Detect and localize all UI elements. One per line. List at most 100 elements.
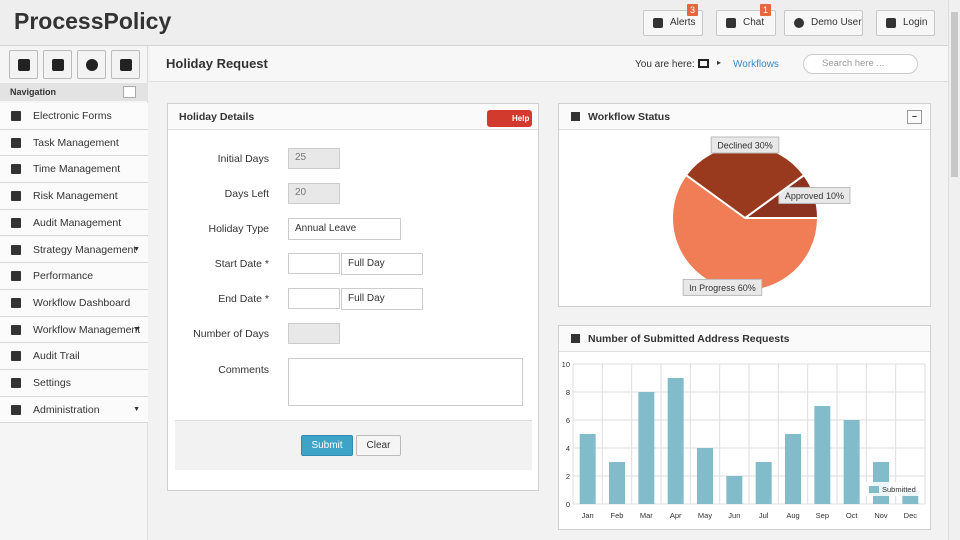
caret: ▼	[133, 245, 140, 253]
field-label: Start Date *	[214, 258, 269, 270]
field-label: End Date *	[218, 293, 269, 305]
legend-box	[866, 482, 923, 496]
x-tick-label: Dec	[904, 511, 918, 520]
x-tick-label: Mar	[640, 511, 653, 520]
nav-item[interactable]: Task Management	[0, 129, 148, 157]
caret: ▼	[133, 405, 140, 413]
nav-item[interactable]: Settings	[0, 370, 148, 397]
bar	[609, 462, 625, 504]
label-box	[682, 278, 763, 296]
textarea[interactable]	[288, 358, 523, 406]
nav-item[interactable]: Time Management	[0, 156, 148, 184]
input[interactable]	[288, 323, 340, 344]
search-box[interactable]: Search here ...	[803, 54, 918, 74]
nav-label: Workflow Management	[33, 323, 141, 336]
nav-icon	[11, 217, 21, 228]
label-text: In Progress 60%	[689, 283, 756, 293]
input[interactable]	[288, 253, 340, 274]
field-label: Comments	[218, 364, 269, 376]
tool-button[interactable]	[77, 50, 106, 79]
nav-item[interactable]: Electronic Forms	[0, 103, 148, 130]
caret: ▼	[133, 325, 140, 333]
select[interactable]: Full Day	[341, 288, 423, 310]
button-label: Demo User	[811, 17, 862, 28]
label-category: Declined	[717, 141, 752, 151]
page-title: Holiday Request	[166, 56, 268, 71]
y-tick-label: 6	[566, 416, 570, 425]
y-tick-label: 4	[566, 444, 570, 453]
panel-title: Holiday Details	[179, 111, 255, 123]
breadcrumb-link[interactable]: Workflows	[733, 59, 779, 70]
x-tick-label: Sep	[816, 511, 829, 520]
nav-icon	[11, 297, 21, 308]
legend-swatch	[869, 486, 879, 493]
nav-label: Electronic Forms	[33, 110, 112, 122]
user-button[interactable]: Demo User	[784, 10, 863, 36]
nav-label: Settings	[33, 377, 71, 389]
bar-panel: Number of Submitted Address Requests	[558, 325, 931, 530]
nav-item[interactable]: Audit Trail	[0, 343, 148, 370]
input[interactable]: 20	[288, 183, 340, 204]
nav-item[interactable]: Administration ▼	[0, 396, 148, 424]
bar	[638, 392, 655, 504]
nav-label: Audit Management	[33, 216, 122, 229]
label-text: Approved 10%	[785, 191, 844, 201]
label-category: In Progress	[689, 283, 736, 293]
x-tick-label: Aug	[786, 511, 799, 520]
submit-button[interactable]: Submit	[301, 435, 353, 456]
scrollbar[interactable]	[948, 0, 960, 540]
nav-icon	[11, 378, 21, 388]
nav-item[interactable]: Risk Management	[0, 183, 148, 210]
header: ProcessPolicy Alerts 3 Chat 1 Demo User Lo…	[0, 0, 948, 46]
nav-item[interactable]: Audit Management	[0, 209, 148, 237]
nav-icon	[11, 271, 21, 282]
bar	[785, 434, 801, 504]
pie-label: Approved 10%	[778, 186, 851, 204]
alerts-button[interactable]: Alerts 3	[643, 4, 703, 36]
label-box	[778, 186, 851, 204]
field-label: Days Left	[224, 188, 269, 200]
chart-icon	[571, 112, 580, 121]
y-tick-label: 10	[562, 360, 570, 369]
sidebar: Navigation Electronic Forms Task Manageme…	[0, 46, 148, 540]
nav-icon	[11, 324, 21, 335]
collapse-button[interactable]: –	[907, 110, 922, 124]
nav-label: Task Management	[33, 136, 119, 149]
tool-button[interactable]	[9, 50, 38, 79]
nav-item[interactable]: Strategy Management ▼	[0, 236, 148, 264]
button-label: Chat	[743, 17, 765, 28]
panel-title: Number of Submitted Address Requests	[588, 333, 790, 345]
input[interactable]	[288, 288, 340, 309]
nav-icon	[11, 111, 21, 121]
y-tick-label: 2	[566, 472, 570, 481]
nav-item[interactable]: Performance	[0, 263, 148, 290]
tool-button[interactable]	[43, 50, 72, 79]
field-label: Number of Days	[193, 328, 269, 340]
nav-label: Performance	[33, 270, 94, 283]
panel-header: Workflow Status	[559, 104, 930, 130]
nav-item[interactable]: Workflow Management ▼	[0, 316, 148, 344]
tool-button[interactable]	[111, 50, 140, 79]
nav-item[interactable]: Workflow Dashboard	[0, 289, 148, 317]
select[interactable]: Full Day	[341, 253, 423, 275]
nav-icon	[11, 164, 21, 175]
label-box	[710, 136, 780, 154]
chat-button[interactable]: Chat 1	[716, 4, 776, 36]
input[interactable]: 25	[288, 148, 340, 169]
panel-title: Workflow Status	[588, 111, 671, 123]
bar	[667, 378, 684, 504]
nav-title-text: Navigation	[10, 87, 57, 97]
login-button[interactable]: Login	[876, 10, 935, 36]
help-button[interactable]: Help	[487, 110, 532, 127]
select[interactable]: Annual Leave	[288, 218, 401, 240]
bar	[726, 476, 743, 504]
clear-button[interactable]: Clear	[356, 435, 401, 456]
bar	[843, 420, 860, 504]
nav-icon	[11, 244, 21, 255]
x-tick-label: Nov	[874, 511, 888, 520]
help-label: Help	[512, 114, 530, 123]
brand: ProcessPolicy	[14, 8, 172, 34]
nav-icon	[11, 351, 21, 362]
field-label: Initial Days	[217, 153, 269, 165]
